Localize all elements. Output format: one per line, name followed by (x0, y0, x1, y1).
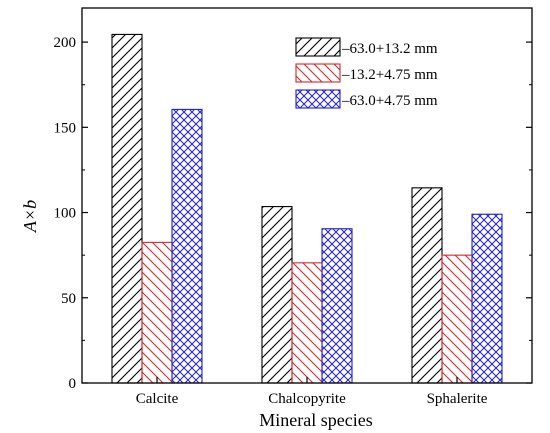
labels-layer: 0 50 100 150 200 Calcite Chalcopyrite Sphalerit… (54, 35, 488, 407)
legend-swatch (295, 37, 341, 57)
axes-layer (81, 7, 533, 384)
y-tick-label: 0 (69, 376, 77, 392)
y-tick-label: 100 (54, 206, 77, 222)
legend-swatch (295, 89, 341, 109)
legend-swatch (295, 63, 341, 83)
bar-calcite-series-3 (171, 108, 203, 384)
bar-sphalerite-series-1 (411, 187, 443, 384)
legend-label: –13.2+4.75 mm (341, 67, 438, 83)
x-tick-label: Sphalerite (427, 391, 488, 407)
bar-calcite-series-2 (141, 241, 173, 384)
y-tick-label: 150 (54, 120, 77, 136)
x-tick-label: Chalcopyrite (268, 391, 346, 407)
legend: –63.0+13.2 mm –13.2+4.75 mm –63.0+4.75 mm (295, 37, 438, 109)
x-axis-title: Mineral species (259, 410, 372, 430)
x-tick-label: Calcite (136, 391, 179, 407)
bar-chalcopyrite-series-3 (321, 228, 353, 384)
bar-chalcopyrite-series-2 (291, 262, 323, 384)
legend-label: –63.0+4.75 mm (341, 93, 438, 109)
bar-chalcopyrite-series-1 (261, 206, 293, 384)
legend-label: –63.0+13.2 mm (341, 41, 438, 57)
bar-calcite-series-1 (111, 33, 143, 384)
bar-sphalerite-series-3 (471, 213, 503, 384)
bar-sphalerite-series-2 (441, 254, 473, 384)
bars-layer (111, 33, 503, 384)
y-tick-label: 50 (61, 291, 76, 307)
y-tick-label: 200 (54, 35, 77, 51)
y-axis-title: A×b (20, 200, 40, 233)
